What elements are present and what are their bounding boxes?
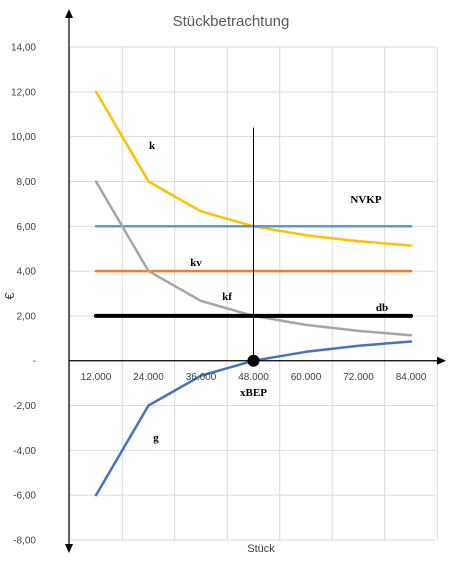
y-tick-label: 8,00	[17, 177, 37, 188]
x-tick-label: 36.000	[186, 372, 217, 383]
chart-title: Stückbetrachtung	[173, 13, 290, 30]
y-axis-label: €	[2, 292, 17, 300]
y-tick-label: -	[33, 356, 36, 367]
y-tick-label: 10,00	[11, 132, 36, 143]
series-label-NVKP: NVKP	[350, 194, 381, 206]
break-even-point	[247, 354, 260, 367]
series-label-kf: kf	[222, 291, 232, 303]
break-even-label: xBEP	[240, 387, 267, 399]
y-tick-label: -8,00	[13, 536, 36, 547]
series-label-db: db	[376, 302, 388, 314]
y-tick-label: 2,00	[17, 311, 37, 322]
series-label-k: k	[149, 140, 156, 152]
y-tick-label: 14,00	[11, 43, 36, 54]
y-tick-label: 4,00	[17, 267, 37, 278]
series-label-kv: kv	[190, 257, 202, 269]
x-tick-label: 84.000	[396, 372, 427, 383]
y-tick-label: -2,00	[13, 401, 36, 412]
x-axis-arrow	[437, 356, 446, 365]
x-tick-label: 48.000	[238, 372, 269, 383]
annotations: xBEP k NVKP kv kf db g	[149, 140, 388, 444]
y-tick-label: -6,00	[13, 491, 36, 502]
y-tick-label: -4,00	[13, 446, 36, 457]
x-tick-label: 72.000	[343, 372, 374, 383]
y-tick-label: 6,00	[17, 222, 37, 233]
x-axis-ticks: 12.000 24.000 36.000 48.000 60.000 72.000 84.0…	[81, 372, 427, 383]
series-label-g: g	[153, 432, 159, 444]
x-axis-label: Stück	[247, 543, 275, 555]
x-tick-label: 60.000	[291, 372, 322, 383]
x-tick-label: 24.000	[133, 372, 164, 383]
y-axis-arrow-down	[65, 544, 73, 553]
y-tick-label: 12,00	[11, 87, 36, 98]
y-axis-arrow-up	[65, 9, 73, 18]
x-tick-label: 12.000	[81, 372, 112, 383]
y-axis-ticks: -8,00-6,00-4,00-2,00-2,004,006,008,0010,…	[11, 43, 36, 547]
